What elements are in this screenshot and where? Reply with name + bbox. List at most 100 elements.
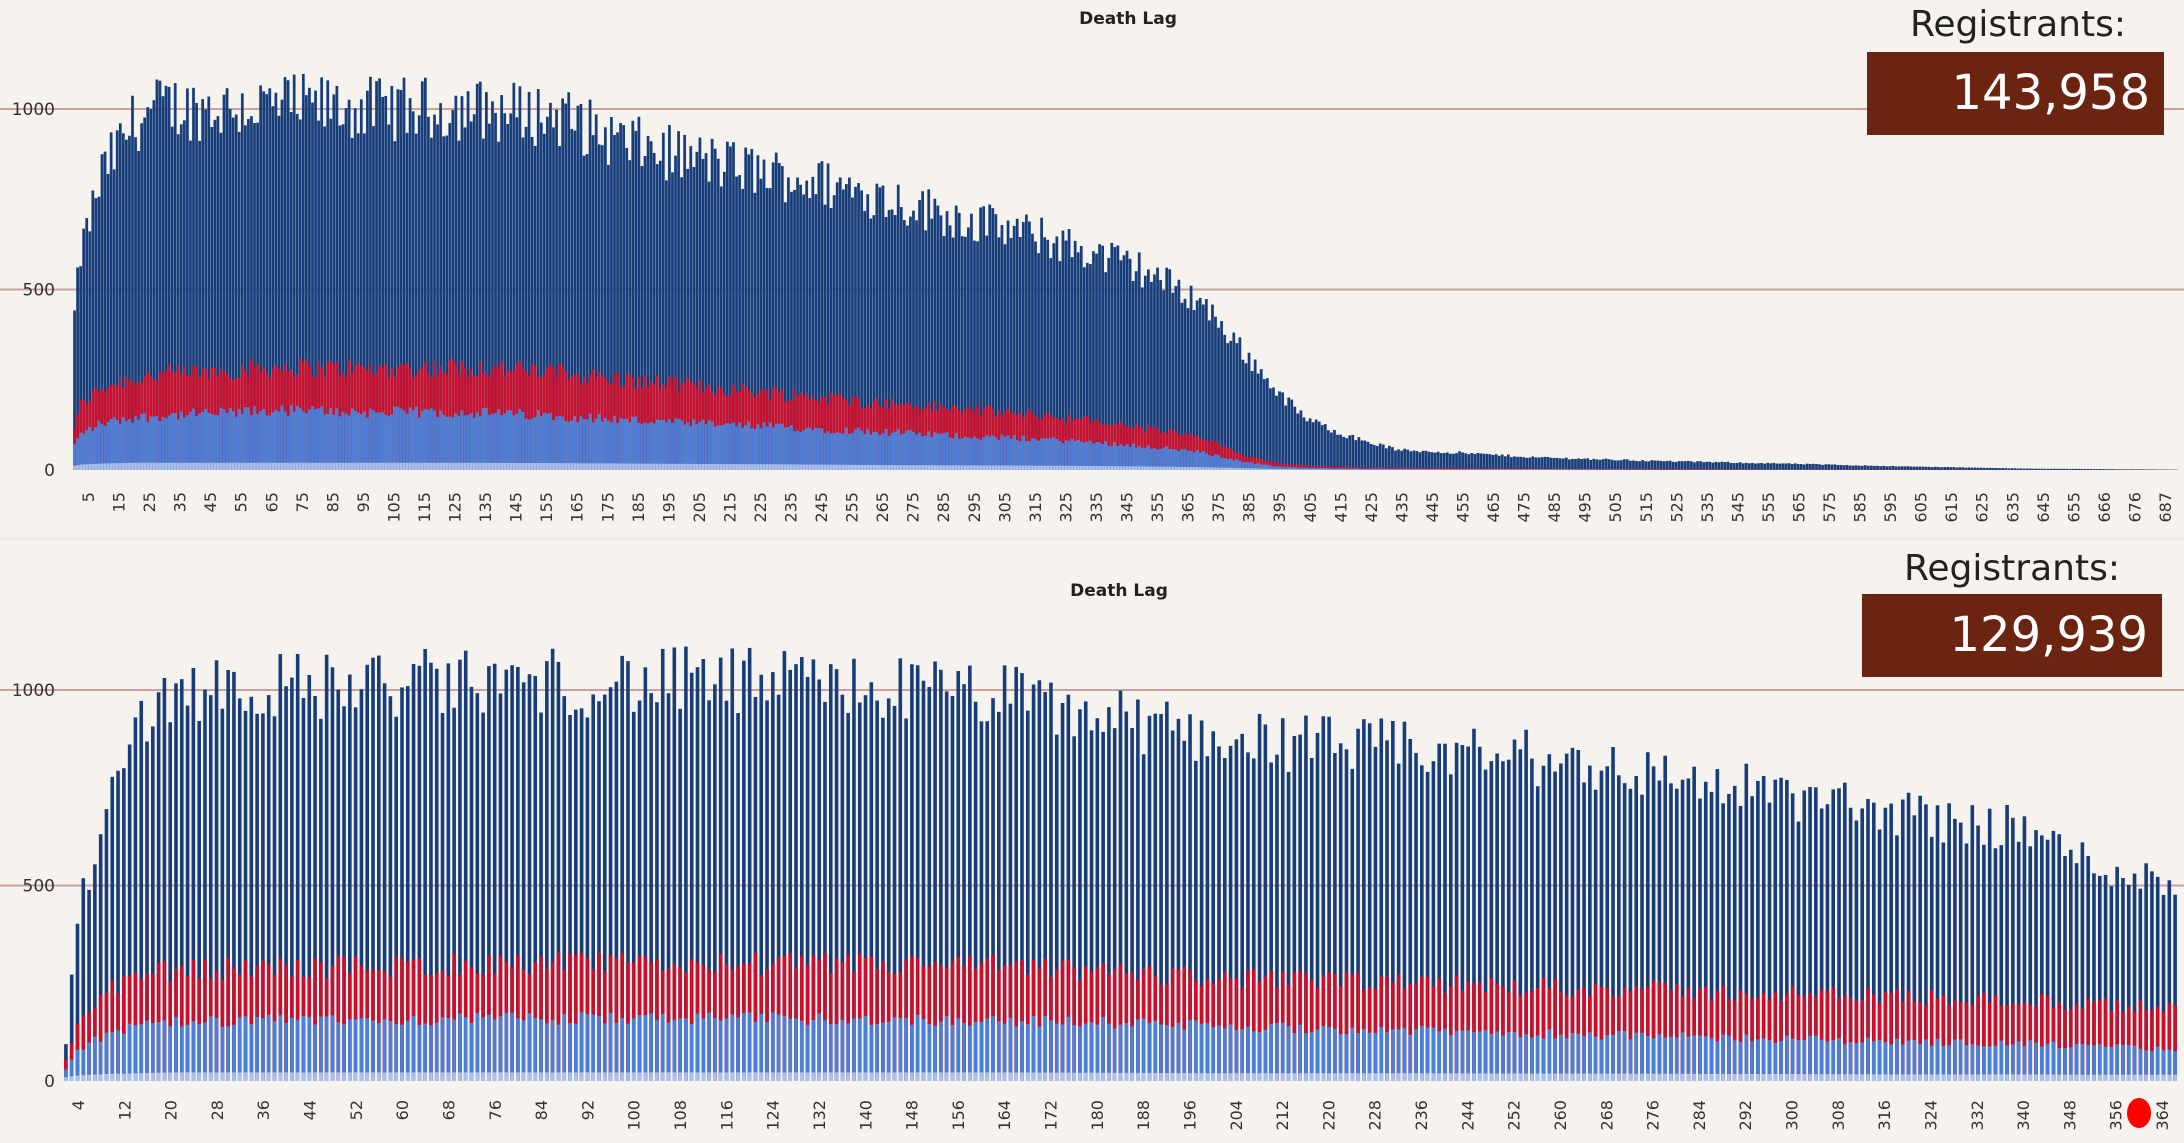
bar-segment-light-blue <box>765 1022 769 1081</box>
bar-segment-pale-blue <box>658 463 662 470</box>
bar-segment-light-blue <box>292 411 296 470</box>
bar-segment-light-blue <box>985 435 989 470</box>
bar-segment-red <box>2138 1000 2143 1081</box>
bar-segment-pale-blue <box>988 465 992 470</box>
bar-segment-light-blue <box>106 421 110 470</box>
bar-segment-light-blue <box>338 416 342 470</box>
bar-total <box>588 99 592 470</box>
bar-segment-pale-blue <box>692 463 696 470</box>
bar-total <box>607 164 610 470</box>
bar-total <box>2046 468 2050 470</box>
bar-segment-pale-blue <box>1460 1073 1465 1081</box>
bar-segment-light-blue <box>1188 1019 1192 1081</box>
bar-segment-red <box>1883 992 1888 1081</box>
bar-segment-light-blue <box>600 421 604 470</box>
bar-total <box>516 666 520 1081</box>
bar-total <box>1092 251 1095 470</box>
bar-segment-red <box>626 962 630 1081</box>
bar-segment-pale-blue <box>518 462 522 470</box>
bar-total <box>860 190 863 471</box>
bar-total <box>774 152 778 470</box>
bar-total <box>394 716 398 1081</box>
bar-total <box>1699 461 1702 470</box>
bar-segment-pale-blue <box>1501 1073 1505 1081</box>
bar-total <box>1223 334 1227 470</box>
bar-segment-light-blue <box>1043 1015 1047 1081</box>
bar-total <box>1137 252 1141 470</box>
bar-segment-pale-blue <box>1009 465 1013 470</box>
bar-segment-light-blue <box>991 1015 995 1081</box>
bar-segment-pale-blue <box>1180 466 1184 470</box>
bar-segment-light-blue <box>597 413 601 470</box>
bar-segment-light-blue <box>536 409 540 470</box>
bar-segment-light-blue <box>1240 1029 1244 1081</box>
bar-segment-light-blue <box>1501 1035 1505 1081</box>
bar-segment-light-blue <box>1360 468 1364 470</box>
bar-segment-light-blue <box>1170 1027 1175 1081</box>
bar-segment-red <box>2115 1000 2119 1081</box>
bar-segment-light-blue <box>203 1022 207 1081</box>
bar-segment-pale-blue <box>372 462 375 470</box>
bar-total <box>1476 452 1480 470</box>
bar-segment-light-blue <box>475 1012 480 1081</box>
bar-segment-pale-blue <box>1168 466 1172 470</box>
bar-segment-light-blue <box>271 412 275 470</box>
bar-segment-light-blue <box>1431 1027 1436 1081</box>
bar-segment-pale-blue <box>783 464 787 470</box>
bar-segment-pale-blue <box>1866 1074 1870 1081</box>
bar-total <box>478 81 482 470</box>
bar-total <box>2051 830 2056 1081</box>
bar-total <box>1970 805 1975 1081</box>
bar-total <box>491 101 494 470</box>
bar-total <box>1220 321 1223 470</box>
bar-segment-pale-blue <box>1204 467 1208 470</box>
bar-segment-red <box>1275 462 1278 470</box>
bar-total <box>979 721 984 1081</box>
x-tick-label: 615 <box>1942 492 1961 523</box>
bar-segment-light-blue <box>1396 1029 1401 1081</box>
bar-segment-light-blue <box>567 421 571 470</box>
bar-segment-red <box>832 395 836 470</box>
bar-total <box>1394 450 1397 470</box>
bar-total <box>265 94 269 470</box>
bar-total <box>1025 710 1030 1081</box>
bar-segment-light-blue <box>103 425 107 470</box>
bar-segment-pale-blue <box>1286 1073 1291 1081</box>
bar-segment-light-blue <box>1112 1028 1117 1081</box>
bar-segment-light-blue <box>1292 1032 1297 1081</box>
x-tick-label: 545 <box>1728 492 1747 523</box>
bar-segment-pale-blue <box>1477 1073 1482 1081</box>
bar-total <box>2040 468 2044 470</box>
bar-segment-light-blue <box>765 426 769 470</box>
bar-total <box>1741 463 1745 470</box>
bar-segment-pale-blue <box>1767 1074 1772 1081</box>
bar-total <box>1031 684 1036 1081</box>
bar-segment-pale-blue <box>411 462 415 470</box>
bar-segment-pale-blue <box>1076 465 1080 470</box>
bar-segment-light-blue <box>1796 1040 1801 1081</box>
bar-segment-pale-blue <box>116 1073 120 1081</box>
bar-segment-red <box>793 389 796 470</box>
bar-segment-light-blue <box>394 1024 398 1081</box>
bar-segment-pale-blue <box>1281 468 1284 470</box>
bar-segment-light-blue <box>1622 469 1626 470</box>
bar-segment-pale-blue <box>481 1072 485 1081</box>
bar-segment-red <box>1020 960 1024 1081</box>
bar-segment-pale-blue <box>214 1072 219 1081</box>
bar-segment-red <box>2057 1002 2062 1081</box>
bar-segment-light-blue <box>533 417 537 470</box>
bar-segment-red <box>1476 468 1480 470</box>
bar-segment-pale-blue <box>353 1072 358 1081</box>
bar-total <box>594 114 598 471</box>
bar-segment-red <box>1503 468 1507 470</box>
bar-segment-pale-blue <box>738 464 741 470</box>
bar-total <box>1717 462 1721 470</box>
bar-segment-pale-blue <box>463 462 467 470</box>
bar-total <box>875 183 879 470</box>
bar-total <box>1553 771 1557 1081</box>
bar-segment-light-blue <box>960 438 964 470</box>
bar-segment-pale-blue <box>320 462 324 470</box>
bar-segment-pale-blue <box>487 1072 491 1081</box>
